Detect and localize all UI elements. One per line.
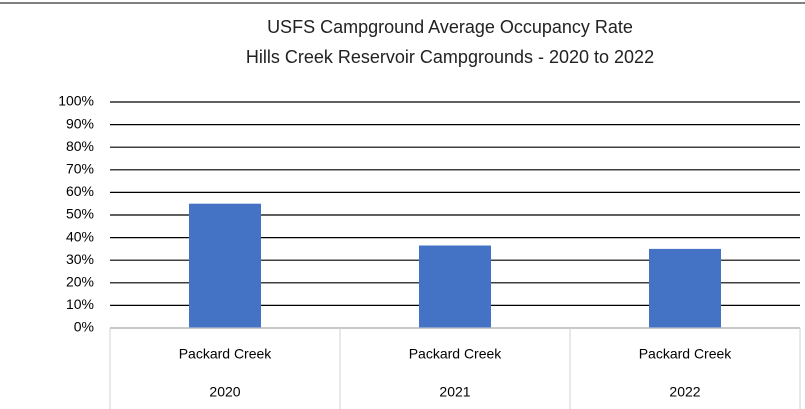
chart-subtitle: Hills Creek Reservoir Campgrounds - 2020… <box>246 47 654 67</box>
y-tick-label: 20% <box>66 274 94 290</box>
x-group-label: 2020 <box>209 384 240 400</box>
bar <box>649 248 721 328</box>
y-tick-label: 40% <box>66 228 94 244</box>
x-group-label: 2022 <box>669 384 700 400</box>
y-tick-label: 50% <box>66 206 94 222</box>
bar <box>189 203 261 328</box>
y-tick-label: 10% <box>66 296 94 312</box>
y-tick-label: 100% <box>58 93 94 109</box>
y-tick-label: 70% <box>66 161 94 177</box>
y-tick-label: 0% <box>74 319 94 335</box>
y-tick-label: 30% <box>66 251 94 267</box>
x-group-label: 2021 <box>439 384 470 400</box>
x-category-label: Packard Creek <box>409 346 503 362</box>
y-tick-label: 90% <box>66 115 94 131</box>
x-category-label: Packard Creek <box>639 346 733 362</box>
y-tick-label: 80% <box>66 138 94 154</box>
y-tick-label: 60% <box>66 183 94 199</box>
chart-title: USFS Campground Average Occupancy Rate <box>267 17 633 37</box>
x-category-label: Packard Creek <box>179 346 273 362</box>
bar <box>419 245 491 328</box>
